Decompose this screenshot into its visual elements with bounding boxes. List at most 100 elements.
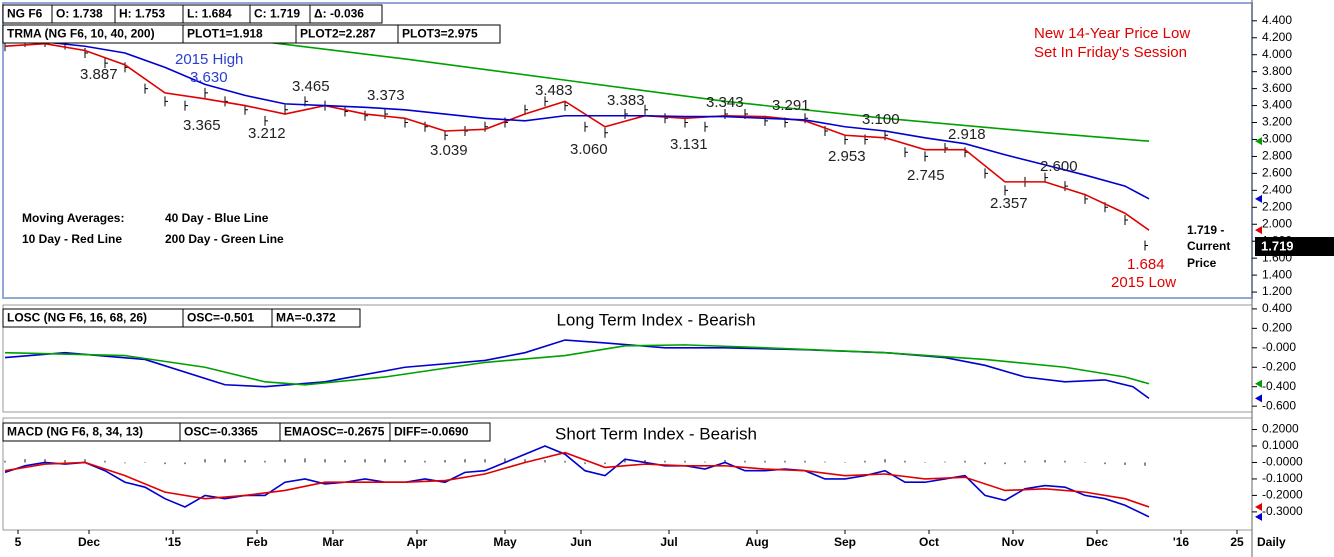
histogram-bar xyxy=(204,459,206,463)
panel-title: Short Term Index - Bearish xyxy=(555,424,757,443)
histogram-bar xyxy=(104,460,106,463)
y-tick-label: 4.200 xyxy=(1262,30,1292,44)
histogram-bar xyxy=(1104,462,1106,465)
histogram-bar xyxy=(664,460,666,463)
end-marker xyxy=(1255,512,1262,521)
header-box xyxy=(309,4,383,24)
histogram-bar xyxy=(1044,460,1046,463)
header-text: LOSC (NG F6, 16, 68, 26) xyxy=(7,311,147,325)
price-bar xyxy=(1064,181,1068,192)
annotation: 3.887 xyxy=(80,66,118,83)
x-tick-label: 25 xyxy=(1230,535,1244,549)
histogram-bar xyxy=(24,459,26,463)
annotation: 3.060 xyxy=(570,141,608,158)
y-tick-label: 3.200 xyxy=(1262,115,1292,129)
header-text: PLOT1=1.918 xyxy=(187,27,263,41)
annotation: 1.684 xyxy=(1127,256,1165,273)
price-bar xyxy=(104,58,108,69)
price-bar xyxy=(1044,172,1048,183)
x-tick-label: Dec xyxy=(78,535,100,549)
legend-text: 40 Day - Blue Line xyxy=(165,211,269,225)
y-tick-label: 0.200 xyxy=(1262,321,1292,335)
price-bar xyxy=(364,110,368,121)
annotation: 2.918 xyxy=(948,126,986,143)
x-tick-label: Jul xyxy=(660,535,677,549)
histogram-bar xyxy=(1144,462,1146,466)
histogram-bar xyxy=(524,459,526,463)
price-note: 1.719 - xyxy=(1187,223,1224,237)
price-bar xyxy=(264,115,268,126)
annotation: 2.600 xyxy=(1040,158,1078,175)
price-bar xyxy=(584,121,588,132)
histogram-bar xyxy=(584,462,586,465)
histogram-bar xyxy=(404,460,406,463)
price-bar xyxy=(1084,193,1088,204)
histogram-bar xyxy=(424,460,426,463)
price-bar xyxy=(244,104,248,115)
y-tick-label: 4.400 xyxy=(1262,13,1292,27)
header-text: MACD (NG F6, 8, 34, 13) xyxy=(7,425,143,439)
histogram-bar xyxy=(984,462,986,465)
series-line xyxy=(244,38,1150,142)
histogram-bar xyxy=(444,460,446,463)
end-marker xyxy=(1255,226,1262,235)
header-box xyxy=(389,422,491,442)
x-tick-label: Dec xyxy=(1086,535,1108,549)
x-tick-label: '16 xyxy=(1173,535,1190,549)
histogram-bar xyxy=(1024,460,1026,463)
series-line xyxy=(4,344,1150,386)
y-tick-label: 2.400 xyxy=(1262,183,1292,197)
histogram-bar xyxy=(504,458,506,463)
price-bar xyxy=(644,104,648,115)
price-bar xyxy=(924,151,928,162)
price-bar xyxy=(184,100,188,111)
price-bar xyxy=(344,106,348,117)
y-tick-label: 0.1000 xyxy=(1262,438,1299,452)
price-panel xyxy=(2,2,1253,299)
x-tick-label: '15 xyxy=(165,535,182,549)
y-tick-label: 1.400 xyxy=(1262,267,1292,281)
price-bar xyxy=(464,126,468,137)
header-text: EMAOSC=-0.2675 xyxy=(284,425,385,439)
annotation: 3.100 xyxy=(862,111,900,128)
header-text: DIFF=-0.0690 xyxy=(394,425,469,439)
panel-title: Long Term Index - Bearish xyxy=(556,310,755,329)
histogram-bar xyxy=(364,459,366,463)
end-marker xyxy=(1255,194,1262,203)
price-bar xyxy=(204,87,208,98)
histogram-bar xyxy=(924,462,926,463)
end-marker xyxy=(1255,502,1262,511)
y-tick-label: 2.600 xyxy=(1262,166,1292,180)
y-tick-label: 2.000 xyxy=(1262,216,1292,230)
price-bar xyxy=(904,147,908,158)
price-note: Price xyxy=(1187,256,1217,270)
x-tick-label: Nov xyxy=(1002,535,1025,549)
price-bar xyxy=(624,109,628,120)
annotation: 3.630 xyxy=(190,69,228,86)
histogram-bar xyxy=(1124,462,1126,465)
histogram-bar xyxy=(904,460,906,463)
price-bar xyxy=(284,104,288,115)
annotation: 3.365 xyxy=(183,117,221,134)
price-bar xyxy=(944,142,948,153)
header-text: L: 1.684 xyxy=(187,7,232,21)
histogram-bar xyxy=(704,461,706,463)
annotation: 3.039 xyxy=(430,142,468,159)
y-tick-label: -0.200 xyxy=(1262,359,1296,373)
price-bar xyxy=(144,83,148,94)
histogram-bar xyxy=(624,459,626,463)
series-line xyxy=(4,451,1150,508)
header-text: OSC=-0.3365 xyxy=(184,425,258,439)
histogram-bar xyxy=(1004,462,1006,465)
histogram-bar xyxy=(764,460,766,463)
histogram-bar xyxy=(564,460,566,463)
histogram-bar xyxy=(544,460,546,463)
histogram-bar xyxy=(644,460,646,463)
histogram-bar xyxy=(4,460,6,463)
annotation: 3.343 xyxy=(706,94,744,111)
y-tick-label: 3.600 xyxy=(1262,81,1292,95)
histogram-bar xyxy=(324,459,326,463)
header-text: Δ: -0.036 xyxy=(314,7,364,21)
histogram-bar xyxy=(164,462,166,465)
